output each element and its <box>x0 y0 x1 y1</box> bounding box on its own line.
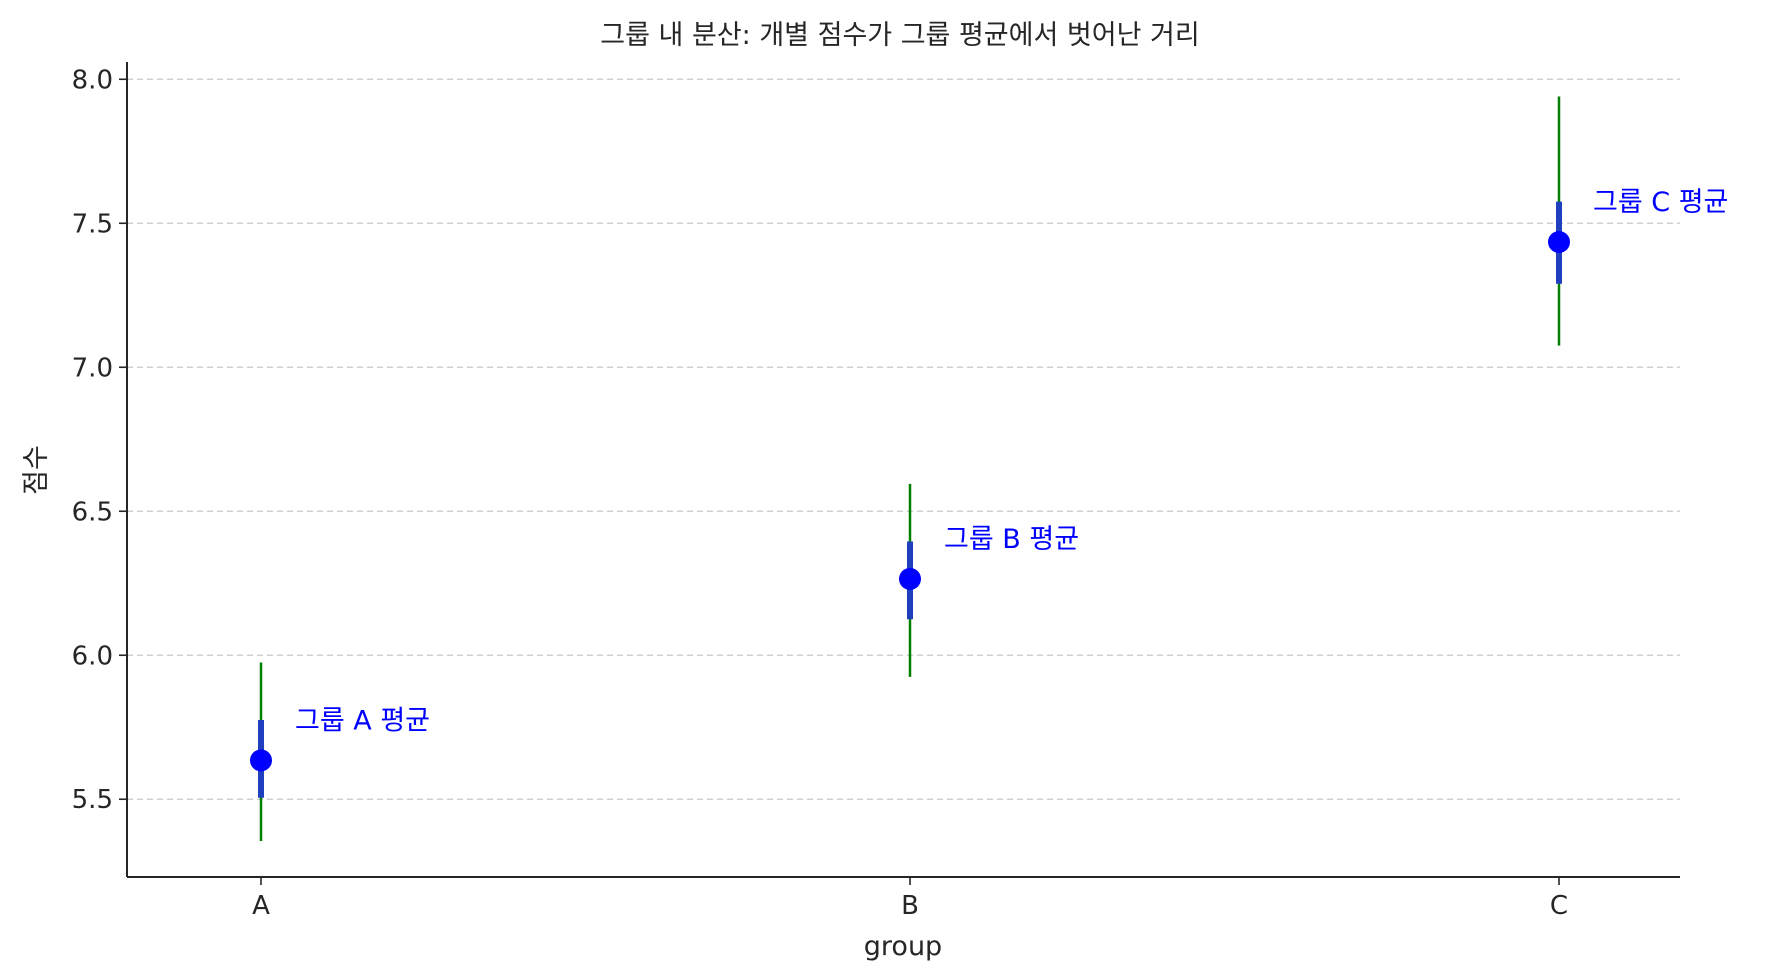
x-tick-label: A <box>252 891 270 921</box>
y-tick-label: 7.0 <box>72 353 113 383</box>
y-tick-label: 5.5 <box>72 785 113 815</box>
mean-annotation: 그룹 C 평균 <box>1593 187 1728 218</box>
mean-point <box>250 749 272 772</box>
ticks-layer: 5.5 6.0 6.5 7.0 7.5 8.0 A B C <box>72 65 1568 921</box>
mean-point <box>1548 230 1570 253</box>
y-tick-label: 7.5 <box>72 209 113 239</box>
marks-layer: 그룹 A 평균 그룹 B 평균 그룹 C 평균 <box>250 96 1728 842</box>
mean-point <box>899 567 921 590</box>
y-tick-label: 6.0 <box>72 641 113 671</box>
grid-layer <box>127 78 1680 800</box>
x-axis-label: group <box>864 931 942 962</box>
y-axis-label: 점수 <box>21 445 52 495</box>
y-tick-label: 8.0 <box>72 65 113 95</box>
x-tick-label: B <box>901 891 919 921</box>
y-tick-label: 6.5 <box>72 497 113 527</box>
mean-annotation: 그룹 A 평균 <box>295 705 430 736</box>
mean-annotation: 그룹 B 평균 <box>944 524 1079 555</box>
x-tick-label: C <box>1550 891 1568 921</box>
chart-title: 그룹 내 분산: 개별 점수가 그룹 평균에서 벗어난 거리 <box>600 20 1199 51</box>
